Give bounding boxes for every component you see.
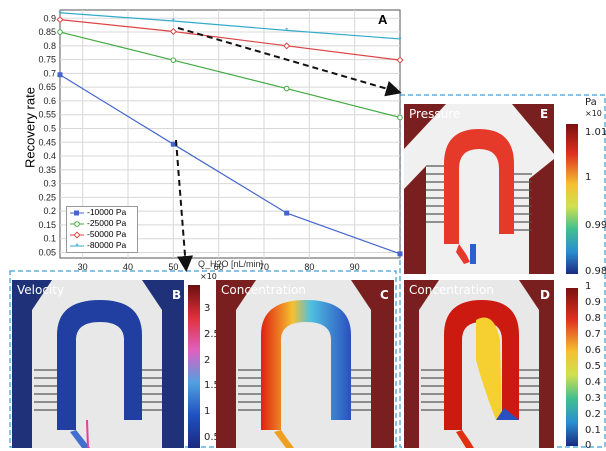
velocity-tick: 1.5 bbox=[204, 380, 220, 391]
y-tick-label: 0.4 bbox=[43, 151, 56, 161]
data-point: * bbox=[398, 35, 401, 44]
y-tick-label: 0.9 bbox=[43, 13, 56, 23]
pressure-unit: Pa bbox=[585, 97, 597, 108]
pressure-colorbar bbox=[566, 124, 578, 274]
y-tick-label: 0.65 bbox=[38, 82, 56, 92]
concentration-tick: 1 bbox=[585, 281, 592, 292]
data-point bbox=[283, 85, 290, 92]
velocity-panel: Velocity B bbox=[12, 280, 184, 448]
concentration-tick: 0.5 bbox=[585, 361, 601, 372]
data-point: * bbox=[172, 17, 175, 26]
velocity-title: Velocity bbox=[17, 283, 65, 297]
y-tick-label: 0.5 bbox=[43, 123, 56, 133]
velocity-tick: 1 bbox=[204, 406, 211, 417]
y-tick-label: 0.8 bbox=[43, 41, 56, 51]
y-tick-label: 0.15 bbox=[38, 220, 56, 230]
legend-entry: -50000 Pa bbox=[87, 229, 127, 239]
concentration-tick: 0.9 bbox=[585, 297, 601, 308]
y-tick-label: 0.2 bbox=[43, 206, 56, 216]
data-point: * bbox=[285, 26, 288, 35]
pressure-tick: 1 bbox=[585, 172, 592, 183]
pressure-title: Pressure bbox=[409, 107, 461, 121]
chart-legend: * -10000 Pa -25000 Pa -50000 Pa -80000 P… bbox=[66, 206, 138, 253]
y-tick-label: 0.55 bbox=[38, 110, 56, 120]
pressure-tick: 1.01 bbox=[585, 127, 606, 138]
y-tick-label: 0.05 bbox=[38, 247, 56, 257]
concentration-c-title: Concentration bbox=[221, 283, 306, 297]
data-point bbox=[57, 29, 63, 35]
velocity-tick: 3 bbox=[204, 303, 211, 314]
y-tick-label: 0.6 bbox=[43, 96, 56, 106]
y-tick-label: 0.3 bbox=[43, 179, 56, 189]
data-point bbox=[169, 27, 177, 36]
y-tick-label: 0.7 bbox=[43, 68, 56, 78]
y-tick-label: 0.25 bbox=[38, 192, 56, 202]
concentration-tick: 0.1 bbox=[585, 425, 601, 436]
concentration-colorbar bbox=[566, 288, 578, 446]
concentration-d-title: Concentration bbox=[409, 283, 494, 297]
pressure-letter: E bbox=[540, 107, 549, 121]
x-tick-label: 50 bbox=[168, 262, 178, 272]
y-tick-label: 0.45 bbox=[38, 137, 56, 147]
pressure-tick: 0.98 bbox=[585, 266, 606, 277]
pressure-exponent: ×10 bbox=[585, 109, 602, 118]
pressure-field bbox=[404, 104, 554, 274]
data-point bbox=[170, 57, 177, 63]
velocity-tick: 2 bbox=[204, 355, 211, 366]
pressure-panel: Pressure E bbox=[404, 104, 554, 274]
legend-entry: -80000 Pa bbox=[87, 240, 127, 250]
data-point bbox=[397, 114, 403, 121]
legend-entry: -10000 Pa bbox=[87, 207, 127, 217]
velocity-letter: B bbox=[172, 288, 182, 302]
svg-text:*: * bbox=[75, 242, 78, 250]
data-point bbox=[57, 72, 63, 78]
concentration-d-letter: D bbox=[540, 288, 550, 302]
concentration-tick: 0.4 bbox=[585, 377, 601, 388]
concentration-tick: 0.2 bbox=[585, 409, 601, 420]
data-point bbox=[397, 251, 403, 257]
x-tick-label: 80 bbox=[304, 262, 314, 272]
concentration-panel-d: Concentration D bbox=[404, 280, 554, 448]
legend-entry: -25000 Pa bbox=[87, 218, 127, 228]
y-tick-label: 0.35 bbox=[38, 165, 56, 175]
concentration-field-c bbox=[236, 280, 371, 448]
data-point: * bbox=[58, 9, 61, 18]
series-line bbox=[59, 19, 401, 61]
pressure-tick: 0.99 bbox=[585, 220, 606, 231]
concentration-tick: 0.3 bbox=[585, 393, 601, 404]
series-line bbox=[59, 74, 401, 255]
x-axis-label: Q_H2O [nL/min] bbox=[198, 259, 264, 269]
chart-panel-label: A bbox=[378, 12, 388, 27]
velocity-tick: 0.5 bbox=[204, 432, 220, 443]
data-point bbox=[170, 141, 176, 147]
concentration-tick: 0.8 bbox=[585, 313, 601, 324]
concentration-tick: 0 bbox=[585, 440, 592, 451]
y-tick-label: 0.1 bbox=[43, 234, 56, 244]
velocity-exponent: ×10 bbox=[200, 272, 217, 281]
legend-markers: * bbox=[70, 210, 84, 250]
concentration-panel-c: Concentration C bbox=[216, 280, 394, 448]
x-tick-label: 60 bbox=[214, 262, 224, 272]
y-tick-label: 0.75 bbox=[38, 55, 56, 65]
velocity-tick: 2.5 bbox=[204, 329, 220, 340]
velocity-field bbox=[12, 280, 184, 448]
x-tick-label: 70 bbox=[259, 262, 269, 272]
x-tick-label: 40 bbox=[123, 262, 133, 272]
concentration-tick: 0.6 bbox=[585, 345, 601, 356]
data-point bbox=[396, 56, 404, 64]
concentration-tick: 0.7 bbox=[585, 329, 601, 340]
x-tick-label: 90 bbox=[350, 262, 360, 272]
x-tick-label: 30 bbox=[78, 262, 88, 272]
data-point bbox=[284, 210, 290, 216]
y-tick-label: 0.85 bbox=[38, 27, 56, 37]
data-point bbox=[56, 16, 64, 24]
series-line bbox=[59, 31, 401, 119]
concentration-field-d bbox=[419, 280, 539, 448]
velocity-colorbar bbox=[188, 285, 200, 448]
series-line bbox=[59, 12, 401, 40]
concentration-c-letter: C bbox=[380, 288, 389, 302]
data-point bbox=[283, 42, 291, 50]
